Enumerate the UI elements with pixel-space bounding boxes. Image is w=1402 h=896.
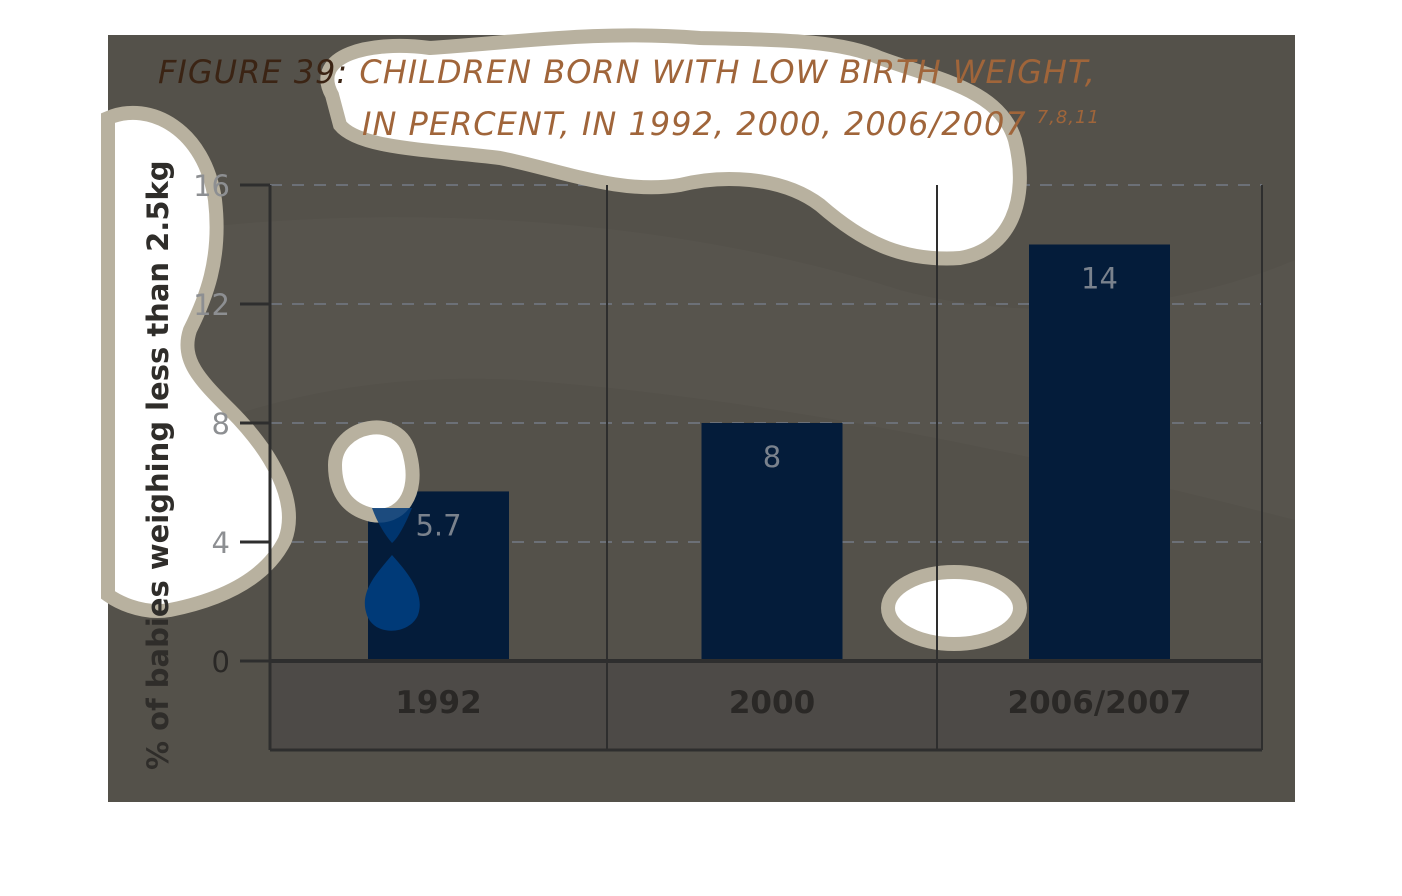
y-tick-label-8: 8 <box>212 407 230 441</box>
data-label-2006/2007: 14 <box>1081 262 1118 296</box>
data-label-1992: 5.7 <box>415 508 461 542</box>
axes <box>240 183 1263 752</box>
title-line2-text: IN PERCENT, IN 1992, 2000, 2006/2007 <box>362 105 1027 143</box>
y-tick-label-16: 16 <box>193 169 230 203</box>
category-cells <box>270 661 1262 750</box>
y-tick-label-0: 0 <box>212 645 230 679</box>
y-axis-label: % of babies weighing less than 2.5kg <box>141 160 175 770</box>
top-blob <box>320 28 1027 266</box>
y-tick-label-4: 4 <box>212 526 230 560</box>
title-superscript: 7,8,11 <box>1037 107 1100 128</box>
y-tick-label-12: 12 <box>193 288 230 322</box>
labels: 5.7 1992 8 2000 14 2006/2007 0 4 8 12 16 <box>193 169 1191 721</box>
decorative-blobs <box>101 28 1027 651</box>
data-label-2000: 8 <box>763 440 781 474</box>
highlight-top <box>372 508 412 543</box>
category-label-2000: 2000 <box>729 685 815 721</box>
category-cell-background <box>270 661 1262 750</box>
category-label-1992: 1992 <box>395 685 481 721</box>
title-prefix: FIGURE 39: <box>158 53 348 91</box>
chart-title-line2: IN PERCENT, IN 1992, 2000, 2006/2007 7,8,… <box>362 105 1100 143</box>
highlight-drop <box>364 555 420 631</box>
right-oval-blob <box>881 565 1027 651</box>
title-rest: CHILDREN BORN WITH LOW BIRTH WEIGHT, <box>348 53 1096 91</box>
bar-2000 <box>701 423 843 661</box>
background-swoosh <box>108 217 1295 520</box>
category-label-2006/2007: 2006/2007 <box>1008 685 1192 721</box>
small-oval-blob <box>327 420 420 523</box>
chart-title-line1: FIGURE 39: CHILDREN BORN WITH LOW BIRTH … <box>158 53 1096 91</box>
left-blob <box>101 105 296 618</box>
bar-2006/2007 <box>1029 244 1170 661</box>
